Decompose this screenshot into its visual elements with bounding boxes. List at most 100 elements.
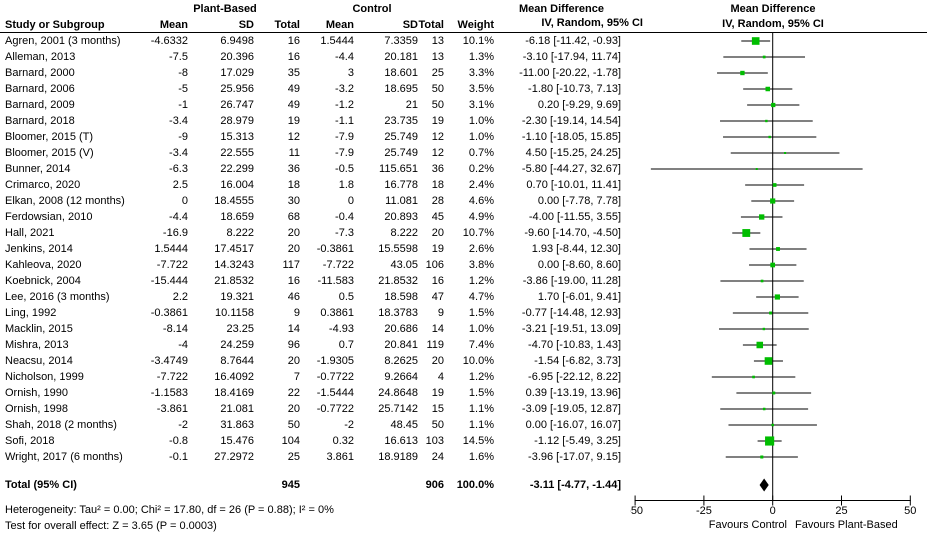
- effect-marker: [771, 102, 776, 108]
- control-mean: -0.7722: [316, 371, 354, 383]
- study-row: Bunner, 2014 -6.3 22.299 36 -0.5 115.651 36 0.2…: [0, 161, 621, 177]
- control-total: 13: [431, 35, 444, 47]
- total-ci-text: -3.11 [-4.77, -1.44]: [529, 479, 621, 491]
- control-mean: -0.5: [335, 163, 354, 175]
- plant-mean: -3.4: [169, 147, 188, 159]
- effect-marker: [765, 119, 768, 123]
- plant-sd: 6.9498: [220, 35, 254, 47]
- weight-column-header: Weight: [457, 19, 494, 31]
- plant-total: 25: [287, 451, 300, 463]
- study-row: Ling, 1992 -0.3861 10.1158 9 0.3861 18.3783 9 1…: [0, 305, 621, 321]
- control-total: 103: [425, 435, 444, 447]
- plant-sd: 28.979: [220, 115, 254, 127]
- study-label: Koebnick, 2004: [5, 275, 81, 287]
- effect-marker: [765, 86, 770, 92]
- plant-total: 50: [287, 419, 300, 431]
- total-pb-total: 945: [281, 479, 300, 491]
- plant-total: 30: [287, 195, 300, 207]
- study-label: Shah, 2018 (2 months): [5, 419, 117, 431]
- weight: 7.4%: [468, 339, 494, 351]
- plant-mean: -3.861: [156, 403, 188, 415]
- weight: 14.5%: [462, 435, 494, 447]
- control-sd: 16.778: [384, 179, 418, 191]
- weight: 10.1%: [462, 35, 494, 47]
- weight: 2.6%: [468, 243, 494, 255]
- effect-marker: [759, 214, 765, 220]
- plant-mean: -5: [178, 83, 188, 95]
- plant-mean: -0.3861: [150, 307, 188, 319]
- weight: 4.9%: [468, 211, 494, 223]
- study-row: Barnard, 2000 -8 17.029 35 3 18.601 25 3.3% -11.…: [0, 65, 621, 81]
- study-row: Bloomer, 2015 (T) -9 15.313 12 -7.9 25.749 12 1…: [0, 129, 621, 145]
- control-mean: -7.9: [335, 131, 354, 143]
- weight: 1.5%: [468, 387, 494, 399]
- ci-text: -1.80 [-10.73, 7.13]: [528, 83, 621, 95]
- weight: 1.5%: [468, 307, 494, 319]
- study-label: Jenkins, 2014: [5, 243, 73, 255]
- study-row: Wright, 2017 (6 months) -0.1 27.2972 25 3.86…: [0, 449, 621, 465]
- control-sd: 8.222: [390, 227, 418, 239]
- control-total: 12: [431, 147, 444, 159]
- plant-total: 68: [287, 211, 300, 223]
- plant-sd: 20.396: [220, 51, 254, 63]
- control-sd: 18.9189: [378, 451, 418, 463]
- control-mean: -7.3: [335, 227, 354, 239]
- control-sd: 7.3359: [384, 35, 418, 47]
- weight: 1.3%: [468, 51, 494, 63]
- ci-column-header: IV, Random, 95% CI: [541, 17, 643, 29]
- plant-mean: 0: [181, 195, 188, 207]
- control-sd: 20.893: [384, 211, 418, 223]
- axis-tick-label: 50: [904, 505, 916, 517]
- effect-marker: [772, 391, 776, 395]
- control-mean: -0.3861: [316, 243, 354, 255]
- axis-tick-label: 0: [770, 505, 776, 517]
- plant-total: 7: [293, 371, 300, 383]
- study-label: Ferdowsian, 2010: [5, 211, 93, 223]
- control-sd: 18.3783: [378, 307, 418, 319]
- control-sd: 16.613: [384, 435, 418, 447]
- heterogeneity-stats: Heterogeneity: Tau² = 0.00; Chi² = 17.80…: [5, 504, 334, 516]
- weight: 1.0%: [468, 323, 494, 335]
- forest-plot-canvas: -50 -25 0 25 50 Favours Control Favours Plant-…: [630, 32, 916, 531]
- weight: 10.7%: [462, 227, 494, 239]
- plant-total: 22: [287, 387, 300, 399]
- control-total: 4: [437, 371, 444, 383]
- study-row: Jenkins, 2014 1.5444 17.4517 20 -0.3861 15.55…: [0, 241, 621, 257]
- control-mean: 0.32: [332, 435, 354, 447]
- mean-difference-plot-header: Mean Difference: [730, 3, 816, 15]
- weight: 1.0%: [468, 115, 494, 127]
- plant-total: 104: [281, 435, 300, 447]
- control-mean: -3.2: [335, 83, 354, 95]
- effect-marker: [760, 455, 764, 459]
- control-sd: 21: [405, 99, 418, 111]
- plant-mean: -6.3: [169, 163, 188, 175]
- weight: 3.5%: [468, 83, 494, 95]
- ci-text: 0.70 [-10.01, 11.41]: [526, 179, 621, 191]
- control-sd: 11.081: [385, 195, 418, 207]
- control-total: 15: [431, 403, 444, 415]
- control-total: 13: [431, 51, 444, 63]
- control-mean: -1.5444: [316, 387, 354, 399]
- study-table-body: Agren, 2001 (3 months) -4.6332 6.9498 16 1.5…: [0, 33, 621, 465]
- effect-marker: [771, 423, 774, 427]
- study-row: Alleman, 2013 -7.5 20.396 16 -4.4 20.181 13 1.3…: [0, 49, 621, 65]
- control-total: 12: [431, 131, 444, 143]
- plant-mean: -16.9: [162, 227, 188, 239]
- plant-sd: 8.222: [226, 227, 254, 239]
- plant-sd: 26.747: [220, 99, 254, 111]
- ci-text: -3.86 [-19.00, 11.28]: [522, 275, 621, 287]
- control-mean: -1.9305: [316, 355, 354, 367]
- study-label: Neacsu, 2014: [5, 355, 73, 367]
- ci-text: -1.12 [-5.49, 3.25]: [534, 435, 621, 447]
- study-label: Barnard, 2018: [5, 115, 75, 127]
- control-mean: 1.5444: [320, 35, 354, 47]
- control-sd: 24.8648: [378, 387, 418, 399]
- weight: 1.0%: [468, 131, 494, 143]
- plant-sd: 18.659: [220, 211, 254, 223]
- ci-text: -9.60 [-14.70, -4.50]: [524, 227, 621, 239]
- control-mean: 0: [347, 195, 354, 207]
- study-row: Hall, 2021 -16.9 8.222 20 -7.3 8.222 20 10.7% -9…: [0, 225, 621, 241]
- plant-sd-column-header: SD: [238, 19, 254, 31]
- ci-text: 0.00 [-16.07, 16.07]: [525, 419, 621, 431]
